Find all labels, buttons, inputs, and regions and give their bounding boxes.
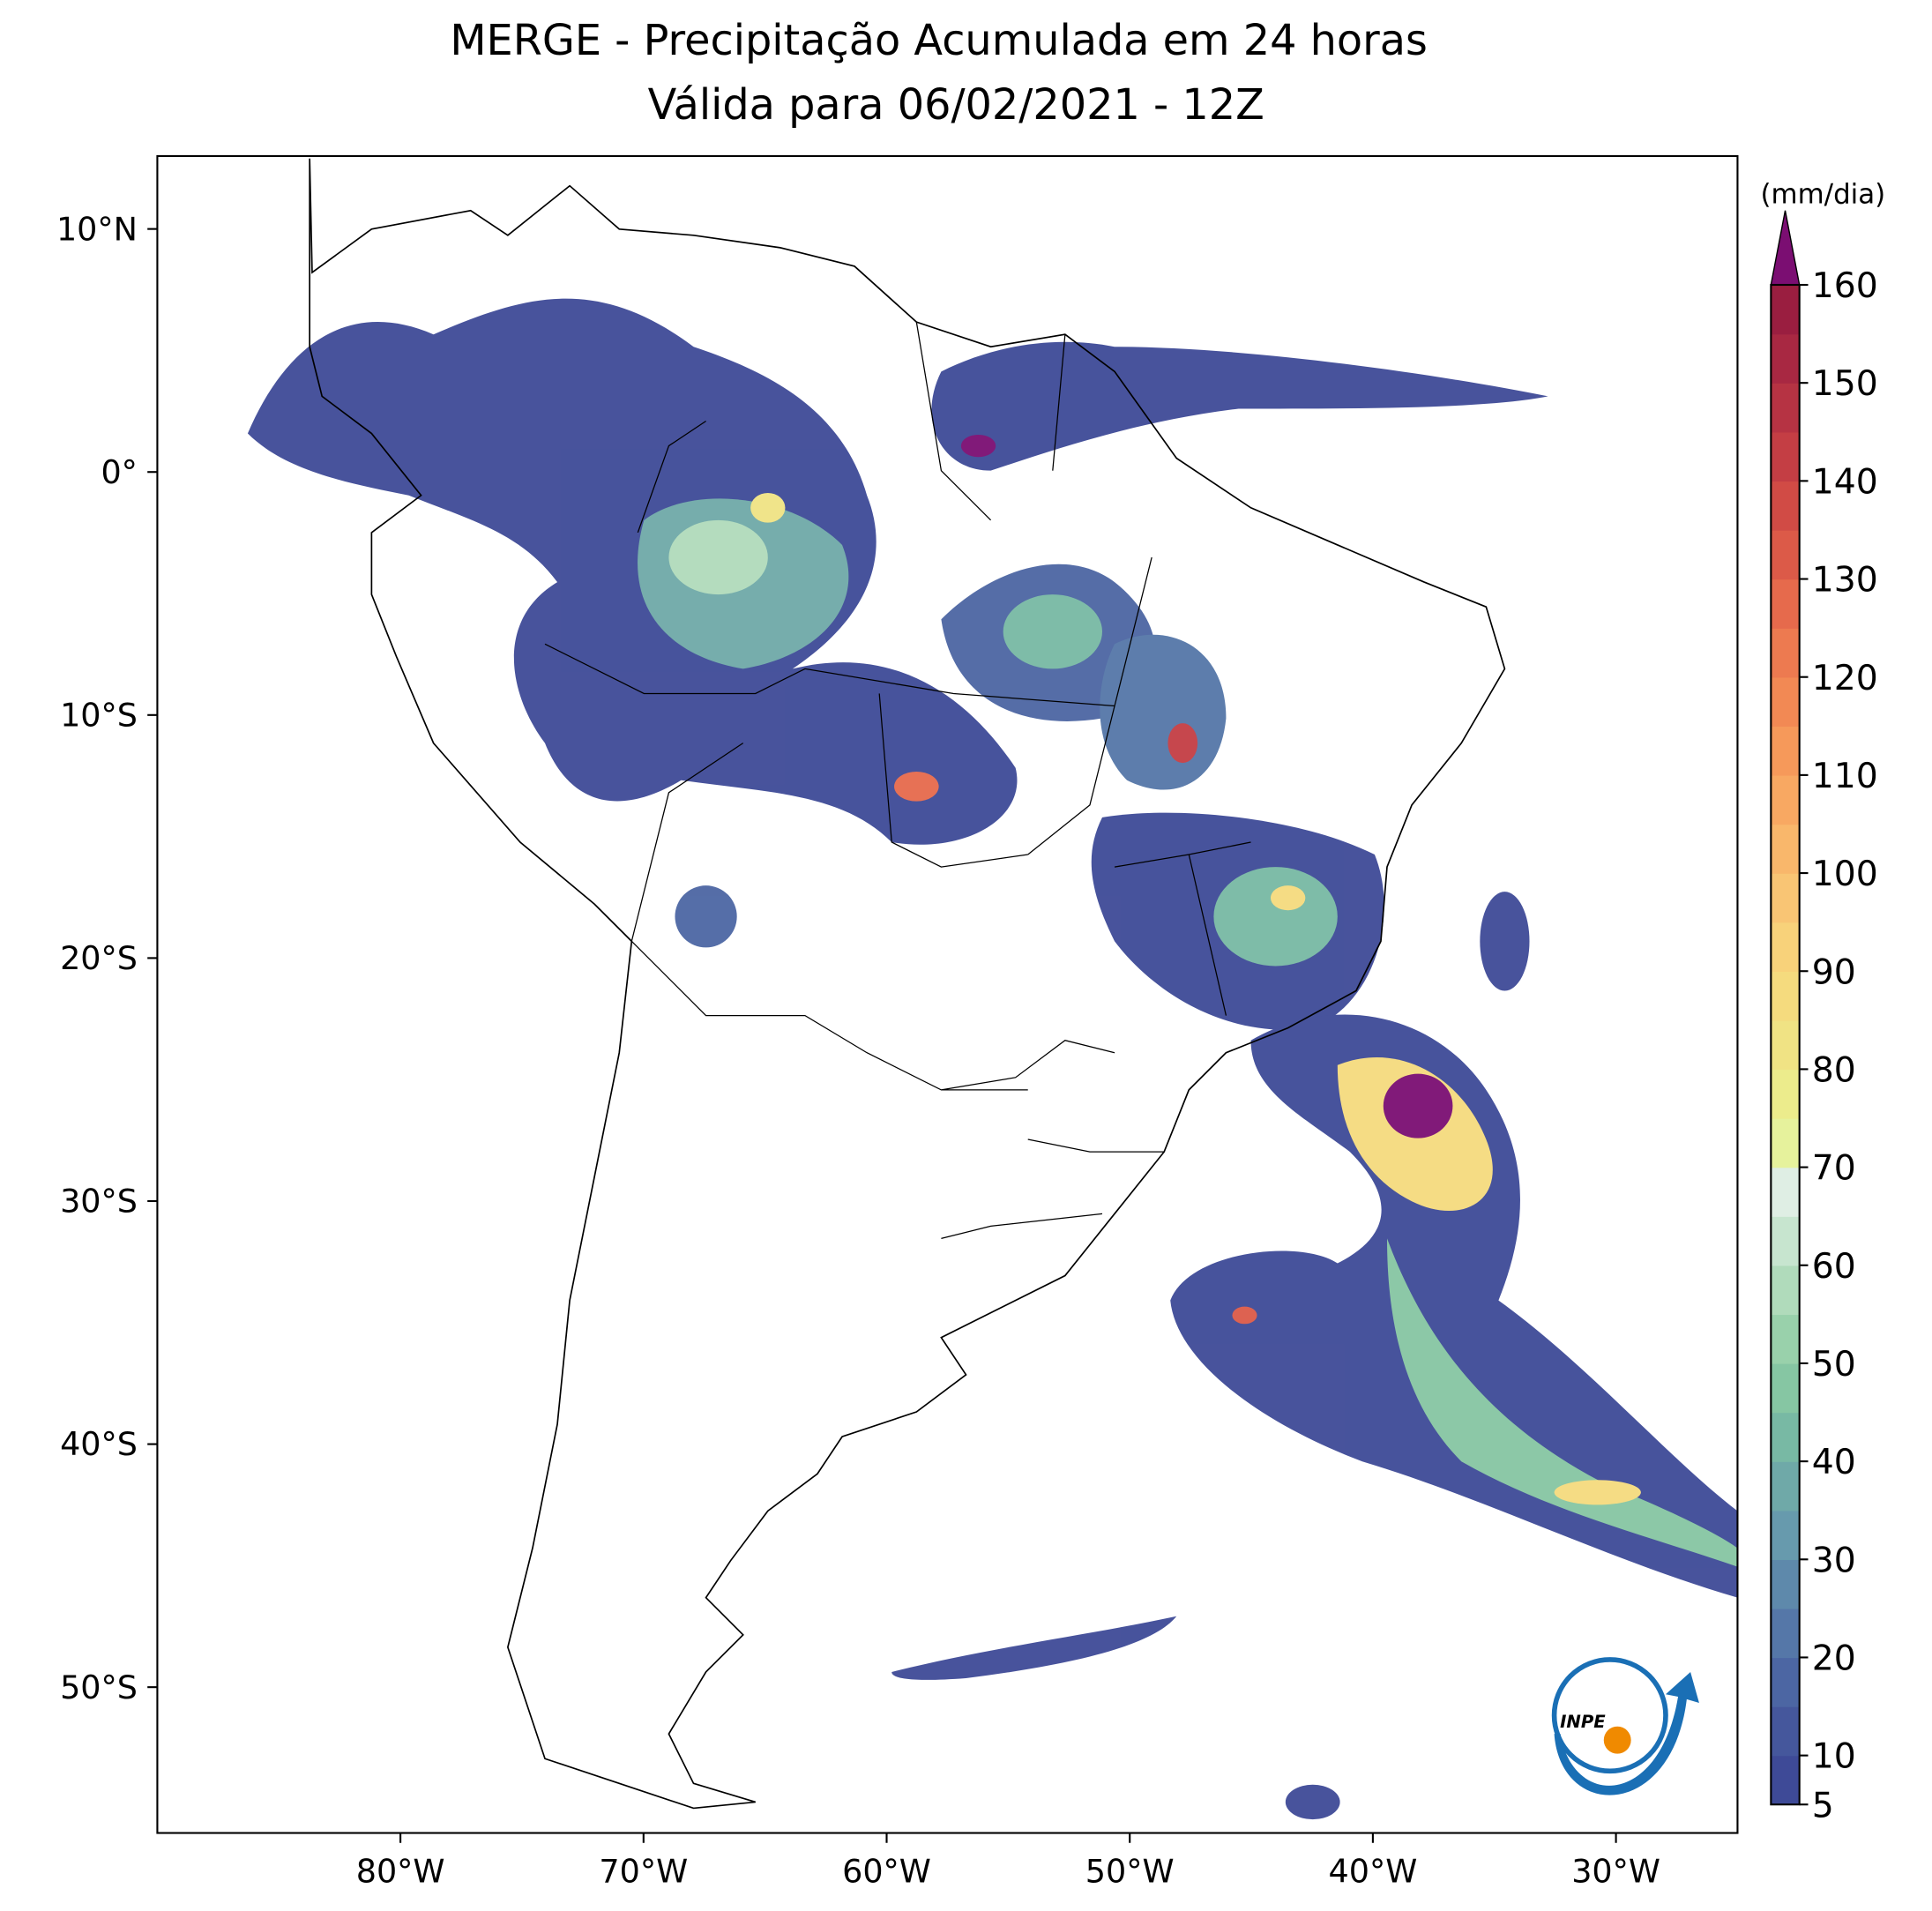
y-tick-label: 10°S	[60, 696, 138, 734]
colorbar-band	[1771, 676, 1800, 728]
colorbar-band	[1771, 481, 1800, 531]
colorbar-band	[1771, 1117, 1800, 1168]
colorbar-tick-label: 130	[1812, 561, 1878, 601]
y-tick-label: 0°	[101, 453, 137, 491]
colorbar-band	[1771, 1608, 1800, 1659]
coastline	[309, 158, 1506, 1810]
map-area	[156, 154, 1739, 1834]
precip-area	[1003, 594, 1102, 669]
precip-area	[247, 298, 1018, 845]
colorbar-band	[1771, 1755, 1800, 1805]
colorbar-band	[1771, 1461, 1800, 1512]
colorbar-tick-label: 80	[1812, 1050, 1856, 1090]
x-tick-label: 40°W	[1329, 1853, 1418, 1891]
colorbar-band	[1771, 824, 1800, 874]
colorbar-band	[1771, 873, 1800, 923]
precip-area	[894, 771, 939, 802]
colorbar-band	[1771, 1069, 1800, 1119]
colorbar-band	[1771, 383, 1800, 433]
subtitle: Válida para 06/02/2021 - 12Z	[648, 81, 1264, 130]
colorbar-band	[1771, 774, 1800, 825]
colorbar-band	[1771, 971, 1800, 1021]
colorbar-band	[1771, 285, 1800, 335]
colorbar-tick-label: 150	[1812, 364, 1878, 404]
logo-text: INPE	[1560, 1712, 1606, 1732]
colorbar-tick-label: 30	[1812, 1541, 1856, 1580]
colorbar-band	[1771, 1510, 1800, 1560]
x-tick-label: 60°W	[842, 1853, 931, 1891]
colorbar-tick-label: 70	[1812, 1149, 1856, 1189]
colorbar-tick-label: 100	[1812, 855, 1878, 894]
colorbar-band	[1771, 333, 1800, 384]
colorbar-tick-label: 120	[1812, 659, 1878, 698]
precip-area	[1386, 1238, 1738, 1567]
logo: INPE	[1551, 1657, 1699, 1795]
colorbar-band	[1771, 1314, 1800, 1364]
colorbar-tick-label: 20	[1812, 1639, 1856, 1679]
colorbar-tick-label: 40	[1812, 1443, 1856, 1482]
colorbar-band	[1771, 922, 1800, 972]
colorbar-band	[1771, 628, 1800, 678]
colorbar-tick-label: 10	[1812, 1737, 1856, 1777]
x-tick-label: 70°W	[599, 1853, 688, 1891]
y-tick-label: 40°S	[60, 1425, 138, 1463]
colorbar-band	[1771, 1265, 1800, 1316]
colorbar-band	[1771, 1706, 1800, 1757]
logo-dot	[1603, 1726, 1631, 1754]
y-tick-label: 50°S	[60, 1668, 138, 1706]
colorbar-band	[1771, 1559, 1800, 1609]
precip-area	[891, 1616, 1177, 1680]
colorbar-band	[1771, 1362, 1800, 1414]
colorbar-band	[1771, 726, 1800, 776]
precip-area	[1480, 892, 1530, 991]
precip-area	[750, 492, 786, 523]
colorbar-tick-label: 90	[1812, 952, 1856, 992]
colorbar-extend	[1770, 210, 1801, 286]
x-tick-label: 50°W	[1085, 1853, 1175, 1891]
colorbar-band	[1771, 1167, 1800, 1217]
borders	[544, 322, 1251, 1240]
colorbar-band	[1771, 529, 1800, 580]
precip-area	[931, 341, 1548, 471]
logo-ring	[1551, 1657, 1668, 1774]
colorbar-band	[1771, 579, 1800, 629]
precip-area	[668, 519, 768, 595]
y-tick-label: 30°S	[60, 1183, 138, 1221]
y-tick-label: 20°S	[60, 939, 138, 977]
colorbar-tick-label: 160	[1812, 266, 1878, 306]
colorbar-band	[1771, 1019, 1800, 1071]
colorbar-band	[1771, 1657, 1800, 1707]
logo-arrow	[1554, 1671, 1699, 1795]
precip-area	[1383, 1073, 1453, 1138]
colorbar-tick-label: 110	[1812, 757, 1878, 796]
precipitation-field	[247, 298, 1738, 1820]
precip-area	[1232, 1306, 1257, 1325]
colorbar-tick-label: 5	[1812, 1786, 1834, 1825]
precip-area	[1554, 1480, 1641, 1505]
colorbar-band	[1771, 1412, 1800, 1462]
y-tick-label: 10°N	[56, 210, 138, 248]
precip-area	[1213, 867, 1338, 967]
x-tick-label: 30°W	[1571, 1853, 1660, 1891]
precip-area	[1285, 1784, 1340, 1820]
precip-area	[675, 885, 737, 948]
colorbar-band	[1771, 431, 1800, 482]
colorbar-tick-label: 50	[1812, 1345, 1856, 1385]
title: MERGE - Precipitação Acumulada em 24 hor…	[450, 17, 1428, 65]
colorbar-tick-label: 140	[1812, 462, 1878, 502]
colorbar-label: (mm/dia)	[1760, 178, 1885, 210]
colorbar-tick-label: 60	[1812, 1247, 1856, 1287]
precip-area	[1167, 723, 1198, 764]
x-tick-label: 80°W	[356, 1853, 445, 1891]
map-frame	[156, 154, 1739, 1834]
precip-area	[1170, 1014, 1738, 1598]
precip-area	[960, 434, 996, 458]
colorbar-band	[1771, 1216, 1800, 1266]
colorbar-frame	[1770, 283, 1801, 1806]
precip-area	[1270, 885, 1306, 911]
colorbar: 5 10 20 30 40 50 60 70 80 90 100 110 120 130 140 150 160	[1770, 210, 1878, 1825]
